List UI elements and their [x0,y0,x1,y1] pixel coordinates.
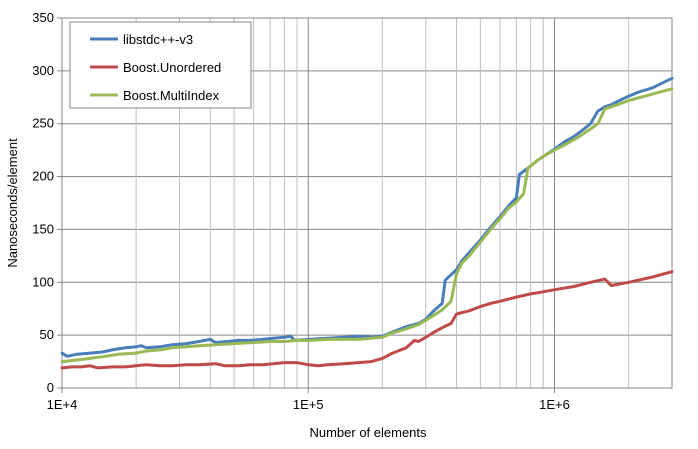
y-tick-label: 0 [47,380,54,395]
series-line-boost-unordered [60,270,674,370]
y-tick-label: 250 [32,116,54,131]
y-tick-label: 100 [32,274,54,289]
series-line-boost-multiindex [60,87,674,364]
y-tick-label: 50 [40,327,54,342]
legend-label-libstdcpp: libstdc++-v3 [123,32,193,47]
y-tick-label: 350 [32,10,54,25]
y-tick-label: 200 [32,169,54,184]
x-tick-label: 1E+4 [47,397,78,412]
x-axis-title: Number of elements [309,425,427,440]
y-tick-label: 300 [32,63,54,78]
plot-area-frame [61,17,673,389]
legend-label-boost-multiindex: Boost.MultiIndex [123,88,220,103]
y-axis-title: Nanoseconds/element [5,138,20,268]
x-tick-label: 1E+6 [539,397,570,412]
legend: libstdc++-v3 Boost.Unordered Boost.Multi… [69,21,252,109]
axis-ticks: 0 50 100 150 200 250 300 350 1E+4 1E+5 1E+6 [32,10,570,412]
series-lines [60,76,674,370]
x-tick-label: 1E+5 [293,397,324,412]
legend-label-boost-unordered: Boost.Unordered [123,60,221,75]
y-tick-label: 150 [32,221,54,236]
